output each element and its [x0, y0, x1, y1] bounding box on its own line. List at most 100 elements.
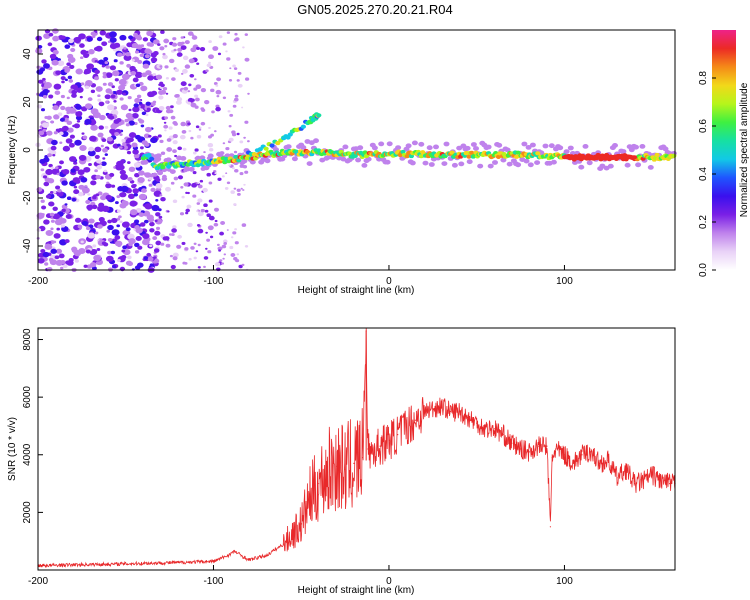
noise-mark: [75, 68, 83, 75]
noise-mark: [235, 37, 240, 41]
noise-mark: [155, 212, 161, 217]
noise-mark: [134, 242, 140, 248]
noise-mark: [74, 139, 82, 146]
noise-mark: [207, 143, 214, 148]
noise-mark: [79, 95, 83, 99]
noise-mark: [143, 256, 149, 261]
noise-mark: [52, 105, 59, 111]
noise-mark: [159, 194, 163, 197]
noise-mark: [241, 106, 244, 109]
snr-data-point: [660, 480, 662, 482]
noise-mark: [237, 71, 242, 75]
noise-mark: [36, 228, 42, 232]
ridge-halo-mark: [563, 149, 570, 155]
noise-mark: [126, 138, 132, 142]
noise-mark: [97, 132, 104, 138]
noise-mark: [208, 126, 211, 129]
noise-mark: [128, 166, 136, 172]
noise-mark: [244, 77, 250, 81]
noise-mark: [158, 106, 165, 111]
noise-mark: [192, 151, 197, 155]
snr-data-point: [537, 445, 539, 447]
noise-mark: [86, 37, 93, 42]
noise-mark: [169, 105, 174, 109]
noise-mark: [52, 49, 59, 55]
noise-mark: [234, 94, 239, 98]
noise-mark: [146, 107, 151, 111]
snr-x-tick-label: -200: [28, 576, 48, 587]
noise-mark: [199, 46, 206, 52]
ridge-halo-mark: [451, 162, 458, 168]
noise-mark: [92, 35, 96, 38]
noise-mark: [89, 135, 97, 142]
ridge-halo-mark: [521, 141, 528, 147]
noise-mark: [225, 146, 230, 151]
noise-mark: [196, 62, 200, 65]
snr-data-point: [370, 451, 372, 453]
noise-mark: [143, 219, 149, 224]
ridge-halo-mark: [165, 157, 172, 163]
noise-mark: [87, 149, 96, 157]
noise-mark: [137, 245, 143, 250]
noise-mark: [53, 233, 61, 239]
noise-mark: [181, 47, 185, 50]
noise-mark: [121, 221, 130, 228]
colorbar-tick-label: 0.4: [698, 167, 709, 181]
noise-mark: [164, 236, 170, 241]
snr-marks: [37, 327, 676, 569]
noise-mark: [70, 108, 77, 114]
noise-mark: [118, 215, 122, 219]
ridge-branch-mark: [316, 113, 322, 118]
noise-mark: [228, 137, 234, 142]
noise-mark: [174, 68, 179, 72]
noise-mark: [47, 153, 52, 158]
noise-mark: [119, 266, 126, 272]
noise-mark: [137, 118, 142, 122]
noise-mark: [85, 249, 91, 254]
noise-mark: [160, 83, 165, 88]
noise-mark: [197, 228, 204, 234]
noise-mark: [94, 231, 99, 235]
noise-mark: [132, 77, 139, 83]
noise-mark: [96, 36, 103, 42]
snr-y-ticks: 2000 4000 6000 8000: [22, 328, 43, 524]
noise-mark: [240, 187, 243, 190]
chart-title: GN05.2025.270.20.21.R04: [297, 2, 453, 17]
noise-mark: [129, 200, 138, 207]
noise-mark: [149, 263, 154, 267]
noise-mark: [158, 215, 163, 219]
noise-mark: [150, 57, 158, 63]
ridge-halo-mark: [207, 153, 214, 159]
noise-mark: [134, 173, 140, 178]
snr-x-label: Height of straight line (km): [298, 585, 415, 596]
ridge-peak-mark: [632, 155, 638, 160]
snr-data-point: [669, 483, 671, 485]
noise-mark: [42, 175, 48, 179]
noise-mark: [56, 60, 65, 67]
ridge-mark: [149, 156, 155, 161]
noise-mark: [43, 157, 50, 163]
noise-mark: [69, 64, 75, 69]
noise-mark: [56, 190, 64, 197]
ridge-branch-mark: [287, 132, 293, 137]
noise-mark: [236, 79, 240, 82]
noise-mark: [140, 124, 145, 128]
noise-mark: [172, 199, 178, 204]
noise-mark: [60, 35, 66, 40]
noise-mark: [160, 242, 165, 246]
noise-mark: [66, 96, 70, 100]
noise-mark: [38, 93, 43, 97]
noise-mark: [111, 132, 116, 136]
noise-mark: [80, 82, 85, 86]
spectrogram-y-label: Frequency (Hz): [7, 116, 18, 185]
noise-mark: [218, 249, 222, 252]
noise-mark: [146, 42, 153, 47]
noise-mark: [144, 54, 150, 59]
noise-mark: [116, 117, 122, 123]
noise-mark: [128, 132, 137, 139]
noise-mark: [150, 187, 156, 193]
noise-mark: [82, 135, 88, 140]
noise-mark: [207, 250, 212, 254]
noise-mark: [98, 101, 105, 107]
noise-mark: [94, 146, 102, 153]
